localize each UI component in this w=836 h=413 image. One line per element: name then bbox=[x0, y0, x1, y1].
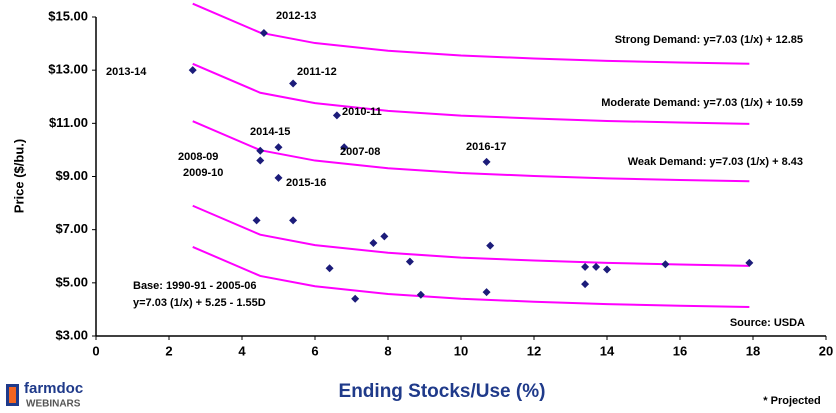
curve-label: Moderate Demand: y=7.03 (1/x) + 10.59 bbox=[601, 97, 803, 109]
point bbox=[380, 232, 389, 241]
x-tick-label: 8 bbox=[384, 343, 391, 358]
point bbox=[486, 241, 495, 250]
point bbox=[289, 79, 298, 88]
y-tick-label: $9.00 bbox=[55, 168, 88, 183]
y-axis-label: Price ($/bu.) bbox=[11, 139, 26, 213]
curve-label: Strong Demand: y=7.03 (1/x) + 12.85 bbox=[615, 34, 803, 46]
logo-mark bbox=[9, 387, 16, 403]
point bbox=[603, 265, 611, 274]
x-tick-label: 2 bbox=[165, 343, 172, 358]
x-tick-label: 6 bbox=[311, 343, 318, 358]
point bbox=[592, 262, 601, 271]
demand-curve bbox=[192, 2, 750, 65]
x-tick-label: 20 bbox=[819, 343, 833, 358]
x-tick-label: 12 bbox=[527, 343, 541, 358]
x-tick-label: 4 bbox=[238, 343, 246, 358]
point bbox=[259, 28, 268, 37]
y-tick-label: $7.00 bbox=[55, 221, 88, 236]
point-label: 2007-08 bbox=[340, 146, 380, 158]
demand-curve bbox=[192, 120, 750, 183]
y-tick-label: $5.00 bbox=[55, 274, 88, 289]
point bbox=[332, 111, 341, 120]
point bbox=[340, 143, 349, 152]
logo-text: WEBINARS bbox=[26, 399, 81, 410]
point-label: 2014-15 bbox=[250, 126, 290, 138]
x-tick-label: 0 bbox=[92, 343, 99, 358]
point bbox=[581, 262, 590, 271]
y-tick-label: $3.00 bbox=[55, 327, 88, 342]
point bbox=[351, 294, 360, 303]
x-tick-label: 10 bbox=[454, 343, 468, 358]
footnote: * Projected bbox=[763, 395, 820, 407]
point-label: 2011-12 bbox=[297, 66, 337, 78]
y-tick-label: $13.00 bbox=[48, 62, 88, 77]
source: Source: USDA bbox=[730, 317, 805, 329]
point-label: 2016-17 bbox=[466, 141, 506, 153]
base-label: Base: 1990-91 - 2005-06 bbox=[133, 280, 257, 292]
point bbox=[256, 156, 265, 165]
x-tick-label: 14 bbox=[600, 343, 615, 358]
point-label: 2008-09 bbox=[178, 151, 218, 163]
point bbox=[581, 280, 590, 289]
point bbox=[661, 260, 670, 269]
point-label: 2012-13 bbox=[276, 10, 316, 22]
x-tick-label: 18 bbox=[746, 343, 760, 358]
y-tick-label: $15.00 bbox=[48, 8, 88, 23]
point bbox=[482, 288, 491, 297]
base-label: y=7.03 (1/x) + 5.25 - 1.55D bbox=[133, 297, 266, 309]
demand-curve bbox=[192, 204, 750, 267]
point bbox=[256, 146, 265, 155]
x-tick-label: 16 bbox=[673, 343, 687, 358]
logo-text: farmdoc bbox=[24, 380, 83, 397]
x-axis-label: Ending Stocks/Use (%) bbox=[339, 381, 546, 402]
point-label: 2015-16 bbox=[286, 177, 326, 189]
point bbox=[252, 216, 261, 225]
demand-curve bbox=[192, 62, 750, 125]
curve-label: Weak Demand: y=7.03 (1/x) + 8.43 bbox=[628, 156, 803, 168]
point bbox=[482, 157, 491, 166]
point-label: 2013-14 bbox=[106, 66, 147, 78]
point bbox=[369, 238, 378, 247]
y-tick-label: $11.00 bbox=[49, 115, 88, 130]
point bbox=[325, 264, 334, 273]
point bbox=[188, 66, 197, 75]
point-label: 2010-11 bbox=[342, 106, 382, 118]
point bbox=[416, 290, 425, 299]
point bbox=[274, 173, 283, 182]
point bbox=[405, 257, 414, 266]
point bbox=[274, 143, 283, 152]
demand-curve bbox=[192, 246, 750, 309]
point bbox=[289, 216, 298, 225]
point-label: 2009-10 bbox=[183, 167, 223, 179]
point bbox=[745, 258, 754, 267]
